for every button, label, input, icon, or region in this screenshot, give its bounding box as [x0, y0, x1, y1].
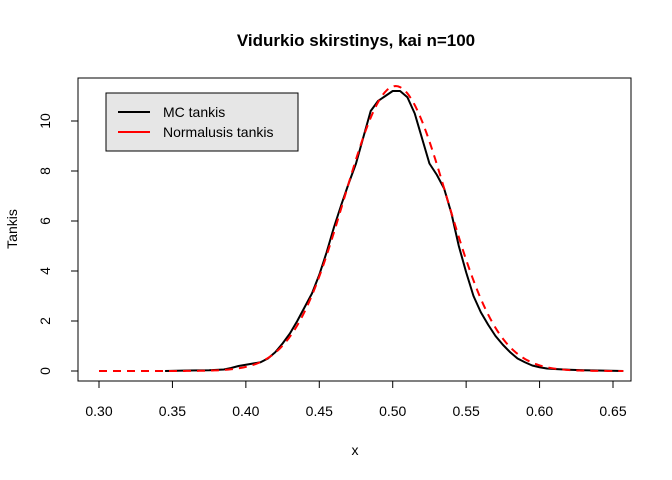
- x-tick-label: 0.65: [599, 403, 626, 419]
- legend-label-mc: MC tankis: [163, 104, 225, 120]
- x-tick-label: 0.30: [85, 403, 112, 419]
- legend: MC tankis Normalusis tankis: [105, 92, 299, 152]
- y-tick-label: 6: [37, 217, 53, 225]
- y-axis-label: Tankis: [4, 209, 20, 249]
- x-tick-label: 0.35: [159, 403, 186, 419]
- series-line-mc: [165, 90, 624, 372]
- y-tick-label: 8: [37, 167, 53, 175]
- series-line-normal: [99, 85, 624, 372]
- x-tick-label: 0.60: [526, 403, 553, 419]
- legend-label-normal: Normalusis tankis: [163, 124, 273, 140]
- chart-title: Vidurkio skirstinys, kai n=100: [237, 31, 475, 50]
- x-tick-label: 0.40: [232, 403, 259, 419]
- y-tick-label: 4: [37, 267, 53, 275]
- y-axis: 0 2 4 6 8 10: [37, 113, 79, 375]
- y-tick-label: 2: [37, 317, 53, 325]
- x-tick-label: 0.50: [379, 403, 406, 419]
- legend-box: [105, 92, 299, 152]
- series-layer: [99, 85, 624, 372]
- x-tick-label: 0.45: [306, 403, 333, 419]
- x-tick-label: 0.55: [453, 403, 480, 419]
- x-axis: 0.30 0.35 0.40 0.45 0.50 0.55 0.60 0.65: [85, 380, 627, 419]
- x-axis-label: x: [352, 442, 359, 458]
- y-tick-label: 10: [37, 113, 53, 129]
- y-tick-label: 0: [37, 367, 53, 375]
